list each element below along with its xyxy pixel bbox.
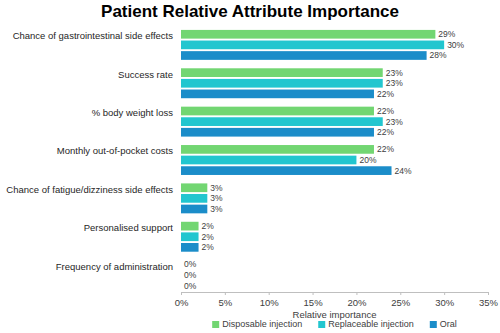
tick-label: 15% xyxy=(304,297,324,308)
y-axis: Chance of gastrointestinal side effects S… xyxy=(6,29,181,293)
tick: 0% xyxy=(175,292,189,308)
tick-label: 35% xyxy=(479,297,499,308)
bar xyxy=(181,194,207,203)
data-label: 23% xyxy=(386,78,403,88)
tick: 5% xyxy=(218,292,232,308)
x-axis: 0% 5% 10% 15% 20% 25% 30% 35% xyxy=(175,292,499,308)
data-label: 22% xyxy=(377,144,394,154)
tick: Personalised support xyxy=(84,222,181,237)
bar xyxy=(181,166,392,175)
tick: Frequency of administration xyxy=(56,261,181,276)
tick-mark xyxy=(225,292,226,295)
tick-label: 20% xyxy=(347,297,367,308)
tick-label: 5% xyxy=(218,297,232,308)
legend-item: Oral xyxy=(430,319,457,329)
bar xyxy=(181,281,182,290)
bar xyxy=(181,232,199,241)
tick: 25% xyxy=(391,292,411,308)
tick-mark xyxy=(181,292,182,295)
bar xyxy=(181,90,374,99)
data-labels: 29%23%22%22%3%2%0%30%23%23%20%3%2%0%28%2… xyxy=(184,29,465,290)
data-label: 23% xyxy=(386,68,403,78)
legend-swatch xyxy=(318,321,325,328)
bar xyxy=(181,41,444,50)
tick: Success rate xyxy=(118,69,181,84)
data-label: 24% xyxy=(395,166,412,176)
tick-label: Chance of gastrointestinal side effects xyxy=(13,30,174,41)
bar xyxy=(181,117,383,126)
data-label: 20% xyxy=(359,155,376,165)
bar xyxy=(181,145,374,154)
bar xyxy=(181,30,435,39)
tick-label: % body weight loss xyxy=(92,107,174,118)
chart-title: Patient Relative Attribute Importance xyxy=(101,2,399,21)
bar xyxy=(181,156,356,165)
bar xyxy=(181,222,199,231)
tick-mark xyxy=(356,292,357,295)
tick-label: 0% xyxy=(175,297,189,308)
axis-line xyxy=(182,293,489,296)
bar xyxy=(181,260,182,269)
data-label: 28% xyxy=(430,50,447,60)
data-label: 2% xyxy=(202,242,215,252)
tick: Chance of fatigue/dizziness side effects xyxy=(6,184,181,199)
data-label: 29% xyxy=(438,29,455,39)
data-label: 2% xyxy=(202,232,215,242)
tick: 10% xyxy=(260,292,280,308)
data-label: 0% xyxy=(184,259,197,269)
tick-label: 25% xyxy=(391,297,411,308)
bar xyxy=(181,51,427,60)
tick: Monthly out-of-pocket costs xyxy=(57,145,181,160)
bar xyxy=(181,183,207,192)
tick-label: Monthly out-of-pocket costs xyxy=(57,145,173,156)
tick-mark xyxy=(400,292,401,295)
tick: 30% xyxy=(435,292,455,308)
tick-label: 30% xyxy=(435,297,455,308)
bars xyxy=(181,30,444,252)
tick-label: Chance of fatigue/dizziness side effects xyxy=(6,184,173,195)
tick-mark xyxy=(269,292,270,295)
legend-label: Replaceable injection xyxy=(328,319,414,329)
tick: 15% xyxy=(304,292,324,308)
bar xyxy=(181,79,383,88)
tick-mark xyxy=(313,292,314,295)
bar xyxy=(181,107,374,116)
legend-label: Disposable injection xyxy=(222,319,302,329)
data-label: 2% xyxy=(202,221,215,231)
bar xyxy=(181,205,207,214)
plot: 0% 5% 10% 15% 20% 25% 30% 35% Chance of gastroin… xyxy=(6,29,498,308)
tick-mark xyxy=(488,292,489,295)
tick-label: Personalised support xyxy=(84,222,174,233)
data-label: 23% xyxy=(386,117,403,127)
data-label: 3% xyxy=(210,204,223,214)
tick: Chance of gastrointestinal side effects xyxy=(13,30,181,45)
bar xyxy=(181,243,199,252)
chart: Patient Relative Attribute Importance 0% 5… xyxy=(0,0,500,333)
legend-item: Disposable injection xyxy=(212,319,302,329)
data-label: 22% xyxy=(377,89,394,99)
tick: 35% xyxy=(479,292,499,308)
legend: Disposable injection Replaceable injectio… xyxy=(212,319,457,329)
bar xyxy=(181,271,182,280)
bar xyxy=(181,68,383,77)
tick-label: 10% xyxy=(260,297,280,308)
tick: 20% xyxy=(347,292,367,308)
data-label: 22% xyxy=(377,106,394,116)
data-label: 0% xyxy=(184,270,197,280)
tick-mark xyxy=(444,292,445,295)
tick-label: Success rate xyxy=(118,69,173,80)
legend-swatch xyxy=(212,321,219,328)
legend-label: Oral xyxy=(440,319,457,329)
data-label: 3% xyxy=(210,183,223,193)
data-label: 3% xyxy=(210,193,223,203)
data-label: 0% xyxy=(184,281,197,291)
bar xyxy=(181,128,374,137)
legend-swatch xyxy=(430,321,437,328)
data-label: 22% xyxy=(377,127,394,137)
data-label: 30% xyxy=(447,40,464,50)
legend-item: Replaceable injection xyxy=(318,319,414,329)
tick: % body weight loss xyxy=(92,107,181,122)
tick-label: Frequency of administration xyxy=(56,261,173,272)
